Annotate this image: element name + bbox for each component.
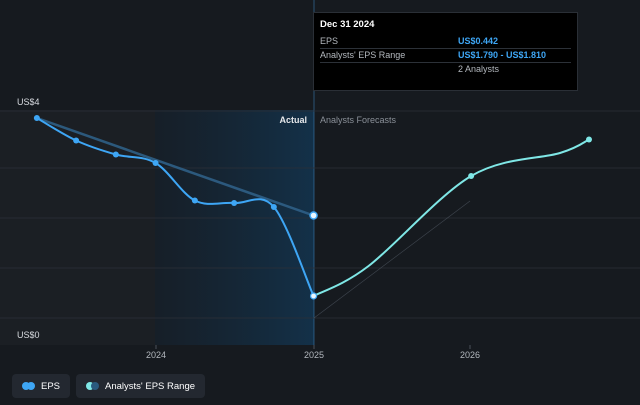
tooltip-eps-value: US$0.442 — [458, 36, 499, 46]
legend-range-swatch-icon — [86, 382, 100, 390]
highlight-point[interactable] — [309, 211, 318, 220]
actual-region-label: Actual — [279, 115, 307, 125]
eps-point[interactable] — [191, 197, 198, 204]
tooltip-date: Dec 31 2024 — [320, 19, 375, 30]
legend-eps-label: EPS — [41, 380, 61, 392]
y-label-bottom: US$0 — [17, 330, 40, 340]
actual-region — [155, 110, 314, 345]
past-region — [0, 110, 155, 345]
legend: EPS Analysts' EPS Range — [12, 374, 206, 398]
x-tick-label-2025: 2025 — [304, 350, 324, 360]
y-label-top: US$4 — [17, 97, 40, 107]
forecast-range-thin-line — [313, 200, 471, 319]
x-tick-label-2024: 2024 — [146, 350, 166, 360]
tooltip-row-analysts: 2 Analysts — [320, 63, 571, 76]
tooltip-row-range: Analysts' EPS Range US$1.790 - US$1.810 — [320, 49, 571, 63]
x-tick-label-2026: 2026 — [460, 350, 480, 360]
tooltip-range-label: Analysts' EPS Range — [320, 50, 406, 60]
tooltip-analysts-label — [320, 63, 458, 76]
legend-item-eps[interactable]: EPS — [12, 374, 71, 398]
gridlines — [0, 110, 640, 319]
legend-range-label: Analysts' EPS Range — [105, 380, 196, 392]
forecast-point[interactable] — [468, 173, 475, 179]
eps-point[interactable] — [309, 292, 318, 300]
eps-point[interactable] — [152, 160, 159, 166]
legend-item-eps-range[interactable]: Analysts' EPS Range — [76, 374, 206, 398]
eps-point[interactable] — [73, 137, 80, 144]
tooltip-row-eps: EPS US$0.442 — [320, 35, 571, 49]
legend-eps-swatch-icon — [22, 382, 36, 390]
forecast-point[interactable] — [585, 136, 592, 143]
eps-point[interactable] — [112, 151, 119, 158]
x-axis-ticks — [155, 345, 471, 349]
series-marks — [33, 115, 592, 300]
forecast-region-label: Analysts Forecasts — [320, 115, 397, 125]
tooltip-eps-label: EPS — [320, 36, 339, 46]
eps-trend-line — [36, 116, 314, 217]
eps-point[interactable] — [231, 200, 238, 206]
tooltip-analysts-value: 2 Analysts — [458, 64, 500, 74]
eps-point[interactable] — [270, 204, 277, 210]
tooltip-range-value: US$1.790 - US$1.810 — [458, 50, 547, 60]
eps-point[interactable] — [33, 115, 40, 121]
tooltip: Dec 31 2024 EPS US$0.442 Analysts' EPS R… — [313, 12, 578, 91]
